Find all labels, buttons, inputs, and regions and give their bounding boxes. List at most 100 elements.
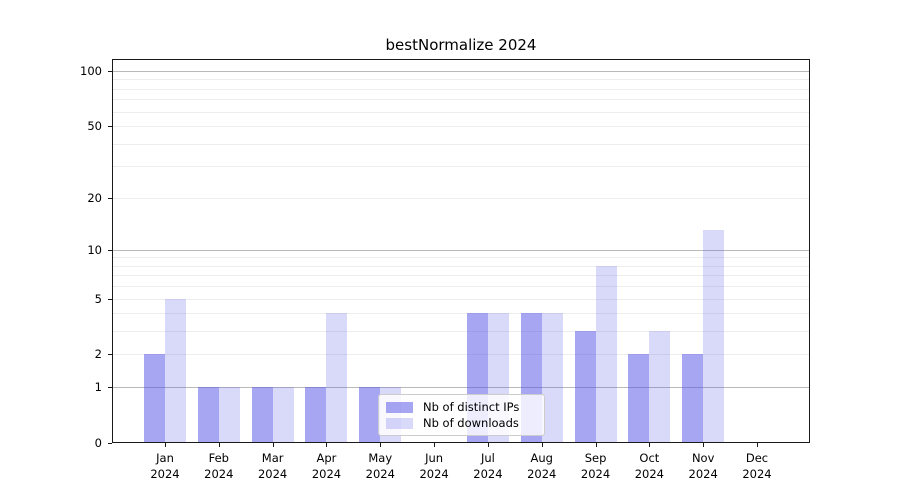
x-tick-month: Nov <box>691 451 715 465</box>
legend-label-distinct-ips: Nb of distinct IPs <box>423 400 520 414</box>
x-tick-year: 2024 <box>634 467 664 481</box>
y-tick-label: 0 <box>94 436 102 450</box>
gridline-minor <box>113 331 809 333</box>
bar-downloads <box>218 387 240 443</box>
bar-distinct-ips <box>574 331 596 443</box>
y-tick-mark <box>108 70 112 72</box>
bar-distinct-ips <box>628 354 650 443</box>
x-tick-label: Apr 2024 <box>296 450 356 482</box>
bar-distinct-ips <box>359 387 381 443</box>
x-tick-month: Sep <box>584 451 607 465</box>
x-tick-mark <box>703 443 705 447</box>
gridline-minor <box>113 286 809 288</box>
bar-distinct-ips <box>251 387 273 443</box>
gridline-minor <box>113 99 809 101</box>
x-tick-month: Oct <box>639 451 660 465</box>
x-tick-year: 2024 <box>257 467 288 481</box>
x-tick-month: Jul <box>480 451 495 465</box>
x-tick-year: 2024 <box>150 467 180 481</box>
x-tick-mark <box>380 443 382 447</box>
x-tick-label: May 2024 <box>350 450 410 482</box>
gridline-minor <box>113 275 809 277</box>
x-tick-month: Jan <box>156 451 174 465</box>
x-tick-label: Jan 2024 <box>135 450 195 482</box>
gridline-minor <box>113 79 809 81</box>
y-tick-label: 1 <box>94 380 102 395</box>
y-tick-label: 100 <box>80 63 102 78</box>
x-tick-year: 2024 <box>473 467 503 481</box>
gridline-minor <box>113 111 809 113</box>
legend-entry-downloads: Nb of downloads <box>386 415 536 431</box>
x-tick-label: Feb 2024 <box>189 450 249 482</box>
y-tick-label: 50 <box>87 119 102 134</box>
bar-downloads <box>272 387 294 443</box>
bar-downloads <box>165 298 186 443</box>
x-tick-mark <box>434 443 436 447</box>
x-tick-month: Feb <box>208 451 229 465</box>
legend-swatch-downloads <box>386 417 413 429</box>
x-tick-mark <box>541 443 543 447</box>
bar-downloads <box>595 265 617 443</box>
x-tick-year: 2024 <box>204 467 234 481</box>
x-tick-year: 2024 <box>365 467 395 481</box>
x-tick-year: 2024 <box>527 467 557 481</box>
x-tick-month: Aug <box>530 451 553 465</box>
x-tick-mark <box>218 443 220 447</box>
y-tick-label: 20 <box>87 190 102 205</box>
y-tick-mark <box>108 298 112 300</box>
y-tick-label: 5 <box>94 291 102 306</box>
y-tick-mark <box>108 126 112 128</box>
x-tick-year: 2024 <box>311 467 342 481</box>
x-tick-label: Sep 2024 <box>566 450 626 482</box>
x-tick-mark <box>165 443 166 447</box>
x-tick-label: Aug 2024 <box>512 450 572 482</box>
y-tick-mark <box>108 249 112 251</box>
gridline-minor <box>113 313 809 315</box>
x-tick-month: Apr <box>316 451 337 465</box>
x-tick-mark <box>649 443 651 447</box>
x-tick-label: Oct 2024 <box>619 450 679 482</box>
y-tick-mark <box>108 387 112 389</box>
bar-downloads <box>541 313 563 443</box>
bar-downloads <box>649 331 671 443</box>
x-tick-label: Dec 2024 <box>727 450 787 482</box>
gridline-minor <box>113 354 809 356</box>
gridline-minor <box>113 257 809 259</box>
bar-distinct-ips <box>682 354 704 443</box>
bar-distinct-ips <box>144 354 165 443</box>
gridline-major <box>113 249 809 251</box>
legend-entry-distinct-ips: Nb of distinct IPs <box>386 399 536 415</box>
x-tick-label: Jul 2024 <box>458 450 518 482</box>
legend: Nb of distinct IPs Nb of downloads <box>378 394 545 436</box>
x-tick-year: 2024 <box>580 467 611 481</box>
x-tick-month: Jun <box>425 451 444 465</box>
gridline-minor <box>113 298 809 300</box>
gridline-minor <box>113 265 809 267</box>
x-tick-month: Dec <box>745 451 769 465</box>
x-tick-mark <box>487 443 489 447</box>
gridline-major <box>113 70 809 72</box>
x-tick-label: Nov 2024 <box>673 450 733 482</box>
y-tick-mark <box>108 354 112 356</box>
legend-label-downloads: Nb of downloads <box>423 416 519 430</box>
x-tick-month: Mar <box>261 451 284 465</box>
x-tick-mark <box>757 443 758 447</box>
gridline-minor <box>113 126 809 128</box>
gridline-minor <box>113 197 809 199</box>
y-tick-mark <box>108 197 112 199</box>
x-tick-mark <box>595 443 597 447</box>
gridline-major <box>113 387 809 389</box>
x-tick-year: 2024 <box>742 467 772 481</box>
y-tick-label: 2 <box>94 347 102 362</box>
x-tick-mark <box>326 443 328 447</box>
chart-title: bestNormalize 2024 <box>385 36 537 54</box>
x-tick-year: 2024 <box>688 467 718 481</box>
bar-downloads <box>703 230 725 443</box>
bar-distinct-ips <box>197 387 219 443</box>
legend-swatch-distinct-ips <box>386 401 413 413</box>
y-tick-mark <box>108 443 112 444</box>
x-tick-label: Mar 2024 <box>243 450 303 482</box>
bar-downloads <box>326 313 348 443</box>
gridline-minor <box>113 88 809 90</box>
